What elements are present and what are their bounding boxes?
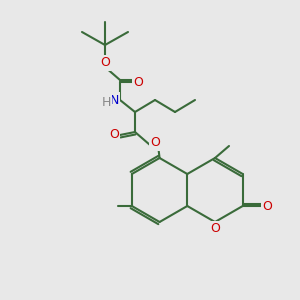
Text: O: O (100, 56, 110, 70)
Text: H: H (101, 95, 111, 109)
Text: O: O (109, 128, 119, 142)
Text: O: O (262, 200, 272, 212)
Text: O: O (150, 136, 160, 149)
Text: N: N (109, 94, 119, 106)
Text: O: O (133, 76, 143, 88)
Text: O: O (210, 223, 220, 236)
